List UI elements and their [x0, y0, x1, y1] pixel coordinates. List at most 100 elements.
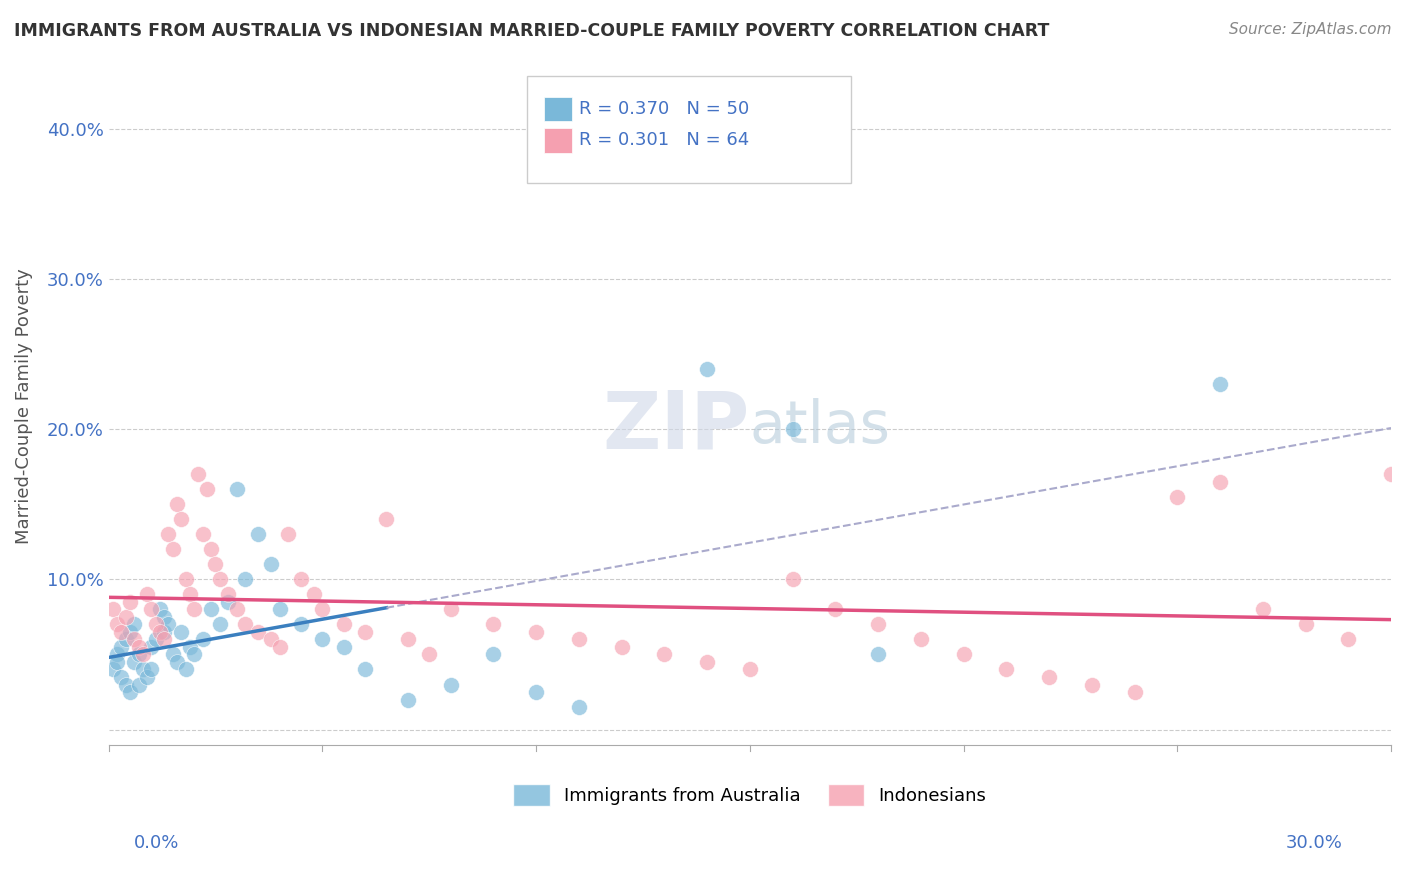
Point	[868, 617, 890, 632]
Point	[166, 497, 188, 511]
Point	[105, 655, 128, 669]
Point	[396, 632, 419, 647]
Point	[952, 648, 974, 662]
Point	[141, 663, 163, 677]
Point	[128, 677, 150, 691]
Point	[225, 482, 247, 496]
Point	[157, 617, 180, 632]
Point	[191, 527, 214, 541]
Point	[1295, 617, 1317, 632]
Point	[782, 422, 804, 436]
Point	[118, 685, 141, 699]
Point	[141, 640, 163, 654]
Point	[145, 617, 167, 632]
Point	[235, 572, 257, 586]
Point	[110, 640, 132, 654]
Point	[568, 700, 591, 714]
Text: Source: ZipAtlas.com: Source: ZipAtlas.com	[1229, 22, 1392, 37]
Point	[101, 602, 124, 616]
Point	[247, 527, 270, 541]
Point	[824, 602, 846, 616]
Point	[524, 624, 547, 639]
Point	[610, 640, 633, 654]
Point	[118, 595, 141, 609]
Point	[162, 648, 184, 662]
Point	[1209, 475, 1232, 489]
Point	[482, 648, 505, 662]
Point	[217, 595, 239, 609]
Point	[166, 655, 188, 669]
Point	[179, 640, 201, 654]
Point	[396, 692, 419, 706]
Point	[1166, 490, 1188, 504]
Text: R = 0.301   N = 64: R = 0.301 N = 64	[579, 131, 749, 149]
Point	[524, 685, 547, 699]
Text: 0.0%: 0.0%	[134, 834, 179, 852]
Text: 30.0%: 30.0%	[1286, 834, 1343, 852]
Text: atlas: atlas	[749, 399, 891, 455]
Point	[170, 624, 193, 639]
Point	[277, 527, 299, 541]
Point	[179, 587, 201, 601]
Point	[132, 648, 155, 662]
Point	[332, 640, 354, 654]
Point	[269, 640, 291, 654]
Point	[302, 587, 325, 601]
Point	[136, 670, 159, 684]
Point	[260, 558, 283, 572]
Point	[439, 602, 461, 616]
Point	[568, 632, 591, 647]
Y-axis label: Married-Couple Family Poverty: Married-Couple Family Poverty	[15, 268, 32, 544]
Point	[153, 632, 176, 647]
Point	[652, 648, 675, 662]
Point	[696, 362, 718, 376]
Point	[235, 617, 257, 632]
Point	[187, 467, 209, 482]
Point	[114, 677, 136, 691]
Point	[1081, 677, 1104, 691]
Point	[225, 602, 247, 616]
Point	[782, 572, 804, 586]
Point	[183, 648, 205, 662]
Point	[141, 602, 163, 616]
Point	[332, 617, 354, 632]
Point	[195, 482, 218, 496]
Point	[269, 602, 291, 616]
Point	[122, 655, 145, 669]
Text: IMMIGRANTS FROM AUSTRALIA VS INDONESIAN MARRIED-COUPLE FAMILY POVERTY CORRELATIO: IMMIGRANTS FROM AUSTRALIA VS INDONESIAN …	[14, 22, 1049, 40]
Point	[200, 602, 222, 616]
Point	[1337, 632, 1360, 647]
Point	[183, 602, 205, 616]
Point	[122, 617, 145, 632]
Point	[153, 610, 176, 624]
Point	[132, 663, 155, 677]
Point	[174, 572, 197, 586]
Point	[910, 632, 932, 647]
Point	[1251, 602, 1274, 616]
Point	[208, 617, 231, 632]
Point	[354, 663, 377, 677]
Point	[217, 587, 239, 601]
Point	[145, 632, 167, 647]
Point	[482, 617, 505, 632]
Text: ZIP: ZIP	[603, 388, 749, 466]
Point	[1123, 685, 1146, 699]
Point	[191, 632, 214, 647]
Point	[1038, 670, 1060, 684]
Point	[128, 640, 150, 654]
Point	[247, 624, 270, 639]
Point	[174, 663, 197, 677]
Point	[311, 602, 333, 616]
Point	[114, 632, 136, 647]
Text: R = 0.370   N = 50: R = 0.370 N = 50	[579, 100, 749, 118]
Point	[162, 542, 184, 557]
Point	[375, 512, 398, 526]
Point	[153, 624, 176, 639]
Point	[1379, 467, 1402, 482]
Point	[105, 648, 128, 662]
Point	[311, 632, 333, 647]
Point	[110, 670, 132, 684]
Point	[260, 632, 283, 647]
Point	[118, 624, 141, 639]
Point	[995, 663, 1018, 677]
